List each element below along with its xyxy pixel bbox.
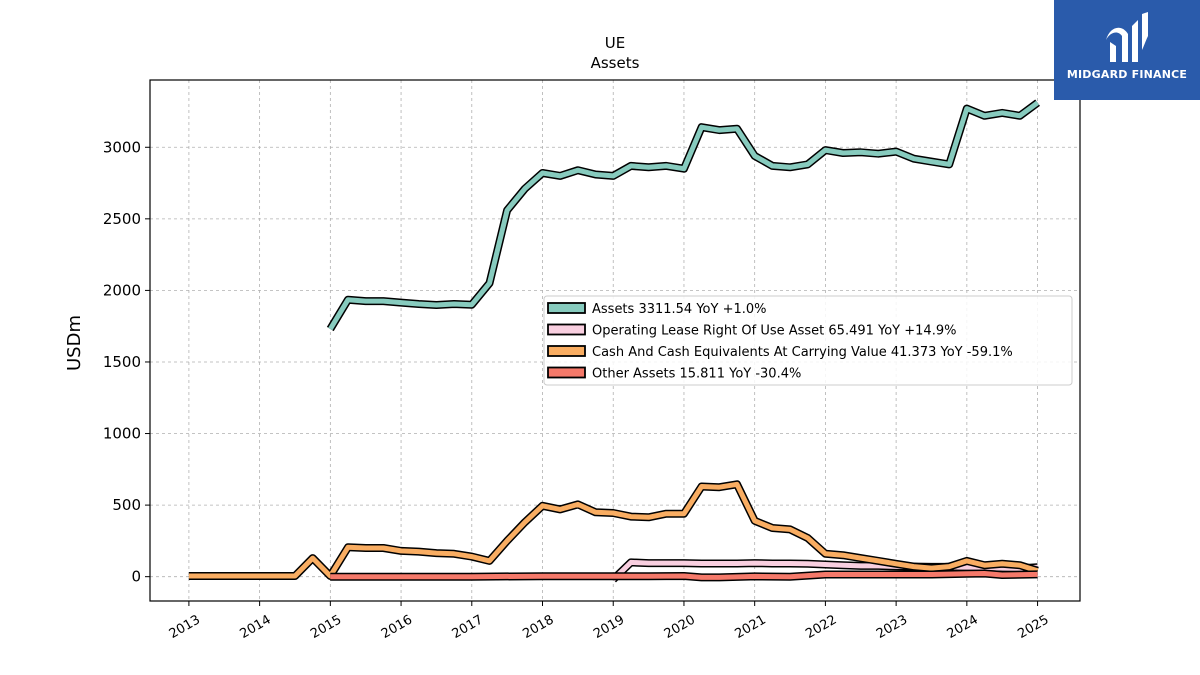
- legend-swatch: [547, 345, 586, 357]
- legend-swatch: [547, 302, 586, 314]
- plot-frame: [149, 79, 1081, 602]
- x-tick-label: 2016: [379, 612, 415, 642]
- y-tick-label: 1000: [103, 425, 141, 443]
- x-tick-label: 2015: [308, 612, 344, 642]
- x-tick-label: 2018: [520, 612, 556, 642]
- legend-box: [543, 295, 1073, 386]
- x-tick-label: 2013: [167, 612, 203, 642]
- brand-name: MIDGARD FINANCE: [1066, 68, 1188, 81]
- x-tick-label: 2019: [591, 612, 627, 642]
- x-tick-label: 2017: [450, 612, 486, 642]
- x-tick-label: 2025: [1015, 612, 1051, 642]
- series-layer: [188, 99, 1040, 583]
- x-tick-label: 2023: [874, 612, 910, 642]
- y-tick-label: 2000: [103, 281, 141, 299]
- legend-swatch: [547, 323, 586, 336]
- series-line: [328, 100, 1040, 331]
- legend-swatch: [547, 366, 586, 379]
- y-axis-label: USDm: [64, 315, 85, 371]
- x-tick-label: 2021: [733, 612, 769, 642]
- x-tick-label: 2024: [945, 612, 981, 642]
- series-line: [188, 481, 1039, 579]
- legend-entry: Cash And Cash Equivalents At Carrying Va…: [592, 345, 1013, 360]
- y-tick-label: 2500: [103, 210, 141, 228]
- chart-title: UE: [605, 34, 625, 52]
- chart-subtitle: Assets: [591, 54, 640, 72]
- brand-logo-mark-icon: [1106, 12, 1148, 62]
- x-tick-label: 2022: [803, 612, 839, 642]
- x-tick-label: 2014: [237, 612, 273, 642]
- legend-entry: Assets 3311.54 YoY +1.0%: [592, 302, 767, 317]
- legend-entry: Other Assets 15.811 YoY -30.4%: [592, 367, 801, 382]
- y-tick-label: 0: [131, 568, 141, 586]
- x-tick-label: 2020: [662, 612, 698, 642]
- series-line: [330, 571, 1038, 580]
- legend: Assets 3311.54 YoY +1.0% Operating Lease …: [543, 295, 1073, 386]
- brand-logo: MIDGARD FINANCE: [1054, 0, 1200, 100]
- y-tick-label: 500: [112, 496, 141, 514]
- legend-entry: Operating Lease Right Of Use Asset 65.49…: [592, 324, 956, 339]
- y-tick-label: 3000: [103, 138, 141, 156]
- series-line: [611, 559, 1038, 582]
- y-tick-label: 1500: [103, 353, 141, 371]
